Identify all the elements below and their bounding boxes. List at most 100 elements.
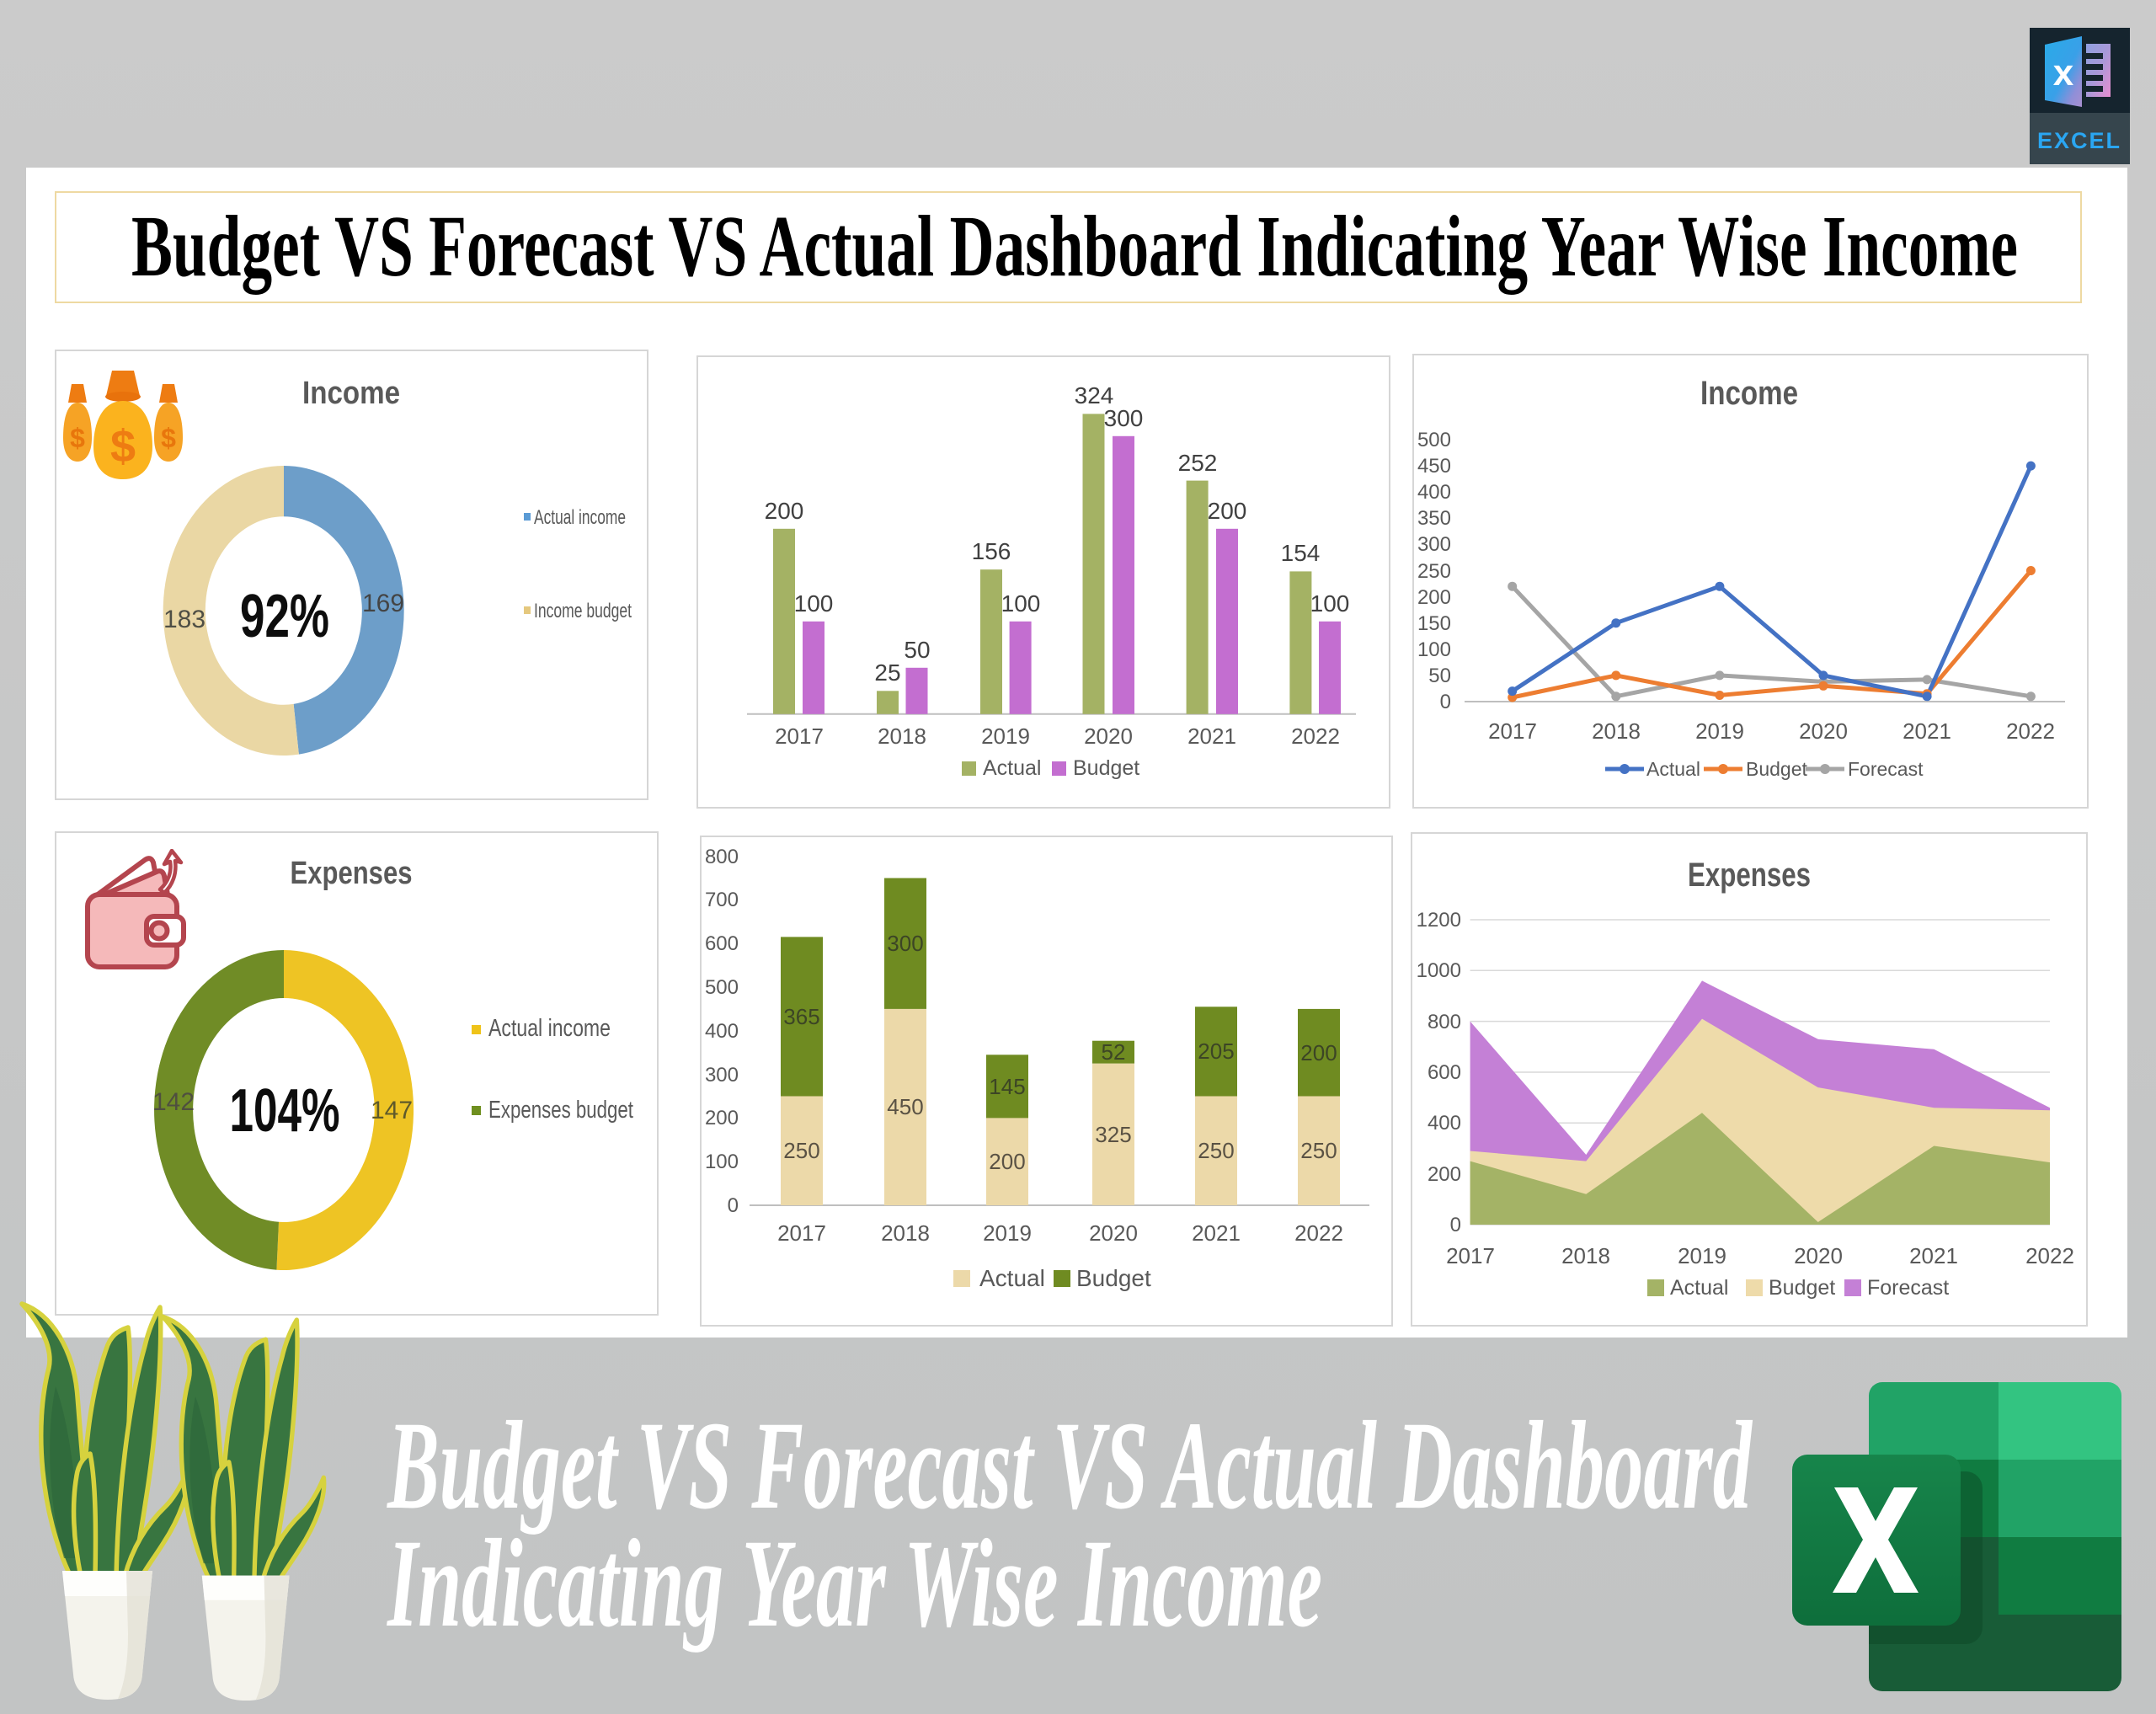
svg-text:1000: 1000 — [1417, 959, 1461, 982]
svg-text:Expenses: Expenses — [1688, 857, 1811, 894]
svg-text:100: 100 — [794, 590, 834, 617]
svg-text:2019: 2019 — [1695, 718, 1744, 744]
svg-text:400: 400 — [1417, 481, 1451, 504]
svg-text:Forecast: Forecast — [1848, 758, 1924, 780]
svg-text:0: 0 — [728, 1194, 739, 1217]
svg-text:100: 100 — [1417, 638, 1451, 661]
svg-text:400: 400 — [705, 1020, 739, 1043]
svg-text:2022: 2022 — [1294, 1220, 1343, 1246]
svg-text:92%: 92% — [240, 583, 329, 650]
svg-text:x: x — [2053, 52, 2074, 93]
svg-text:Actual: Actual — [983, 756, 1041, 780]
svg-text:2017: 2017 — [777, 1220, 826, 1246]
svg-text:350: 350 — [1417, 507, 1451, 530]
svg-text:800: 800 — [1428, 1011, 1461, 1033]
svg-text:800: 800 — [705, 846, 739, 868]
svg-text:300: 300 — [887, 931, 923, 956]
svg-text:Actual: Actual — [1646, 758, 1700, 780]
svg-text:Budget VS Forecast VS Actual D: Budget VS Forecast VS Actual Dashboard — [387, 1396, 1753, 1535]
svg-text:2017: 2017 — [1446, 1243, 1495, 1268]
svg-text:$: $ — [110, 421, 136, 472]
svg-text:EXCEL: EXCEL — [2037, 128, 2121, 153]
svg-text:2020: 2020 — [1089, 1220, 1138, 1246]
svg-text:Actual income: Actual income — [534, 506, 626, 529]
svg-text:Income budget: Income budget — [534, 600, 632, 622]
svg-text:0: 0 — [1440, 691, 1451, 713]
svg-text:Budget VS Forecast VS Actual D: Budget VS Forecast VS Actual Dashboard I… — [131, 198, 2018, 295]
svg-text:250: 250 — [1198, 1138, 1234, 1163]
svg-text:$: $ — [161, 423, 176, 453]
svg-text:147: 147 — [371, 1097, 413, 1124]
svg-text:50: 50 — [904, 637, 930, 663]
svg-text:250: 250 — [783, 1138, 819, 1163]
svg-text:205: 205 — [1198, 1039, 1234, 1064]
svg-text:Forecast: Forecast — [1867, 1276, 1949, 1300]
svg-text:2019: 2019 — [1678, 1243, 1726, 1268]
svg-text:200: 200 — [1417, 586, 1451, 609]
svg-text:200: 200 — [989, 1149, 1025, 1174]
svg-text:2020: 2020 — [1084, 724, 1133, 749]
svg-text:2018: 2018 — [1561, 1243, 1610, 1268]
svg-text:50: 50 — [1428, 665, 1451, 687]
svg-text:450: 450 — [887, 1094, 923, 1119]
svg-text:2021: 2021 — [1187, 724, 1236, 749]
svg-text:2022: 2022 — [2006, 718, 2055, 744]
svg-text:200: 200 — [765, 498, 804, 524]
svg-text:Budget: Budget — [1073, 756, 1139, 780]
svg-text:252: 252 — [1178, 450, 1218, 476]
svg-text:2021: 2021 — [1909, 1243, 1958, 1268]
svg-text:600: 600 — [705, 932, 739, 955]
svg-text:150: 150 — [1417, 612, 1451, 635]
svg-text:500: 500 — [705, 976, 739, 999]
svg-text:2017: 2017 — [1488, 718, 1537, 744]
svg-text:142: 142 — [152, 1088, 195, 1116]
svg-text:400: 400 — [1428, 1112, 1461, 1135]
svg-text:200: 200 — [705, 1107, 739, 1129]
svg-text:2019: 2019 — [981, 724, 1030, 749]
svg-text:Budget: Budget — [1076, 1265, 1151, 1291]
svg-text:2021: 2021 — [1903, 718, 1951, 744]
svg-text:325: 325 — [1095, 1122, 1131, 1147]
svg-text:Budget: Budget — [1769, 1276, 1835, 1300]
svg-text:300: 300 — [1417, 533, 1451, 556]
svg-text:100: 100 — [1310, 590, 1350, 617]
svg-text:300: 300 — [705, 1064, 739, 1087]
svg-text:154: 154 — [1281, 540, 1321, 566]
svg-text:Income: Income — [1700, 375, 1798, 412]
svg-text:Expenses budget: Expenses budget — [488, 1097, 633, 1124]
svg-text:1200: 1200 — [1417, 909, 1461, 932]
svg-text:2018: 2018 — [878, 724, 926, 749]
svg-text:100: 100 — [1001, 590, 1041, 617]
svg-text:2022: 2022 — [1291, 724, 1340, 749]
svg-text:200: 200 — [1300, 1040, 1337, 1065]
svg-text:Actual income: Actual income — [488, 1015, 611, 1042]
svg-text:500: 500 — [1417, 429, 1451, 451]
svg-text:200: 200 — [1428, 1163, 1461, 1186]
svg-text:0: 0 — [1450, 1214, 1461, 1236]
svg-text:169: 169 — [362, 590, 404, 617]
svg-text:2022: 2022 — [2025, 1243, 2074, 1268]
svg-text:145: 145 — [989, 1074, 1025, 1099]
svg-text:104%: 104% — [230, 1077, 340, 1145]
svg-text:Actual: Actual — [979, 1265, 1045, 1291]
svg-text:183: 183 — [163, 606, 205, 633]
svg-text:Actual: Actual — [1670, 1276, 1728, 1300]
svg-text:52: 52 — [1102, 1039, 1126, 1065]
svg-text:2021: 2021 — [1192, 1220, 1241, 1246]
svg-text:Income: Income — [302, 376, 400, 411]
svg-text:600: 600 — [1428, 1061, 1461, 1084]
svg-text:324: 324 — [1075, 382, 1114, 408]
svg-text:365: 365 — [783, 1004, 819, 1029]
svg-text:$: $ — [70, 423, 85, 453]
svg-text:Indicating Year Wise Income: Indicating Year Wise Income — [387, 1514, 1322, 1653]
svg-text:300: 300 — [1104, 405, 1144, 431]
svg-text:2018: 2018 — [881, 1220, 930, 1246]
svg-text:2017: 2017 — [775, 724, 824, 749]
svg-text:450: 450 — [1417, 455, 1451, 478]
svg-text:2020: 2020 — [1794, 1243, 1843, 1268]
svg-text:25: 25 — [874, 659, 900, 686]
svg-text:2020: 2020 — [1799, 718, 1848, 744]
svg-text:2018: 2018 — [1592, 718, 1641, 744]
svg-text:200: 200 — [1208, 498, 1247, 524]
svg-text:Budget: Budget — [1746, 758, 1808, 780]
